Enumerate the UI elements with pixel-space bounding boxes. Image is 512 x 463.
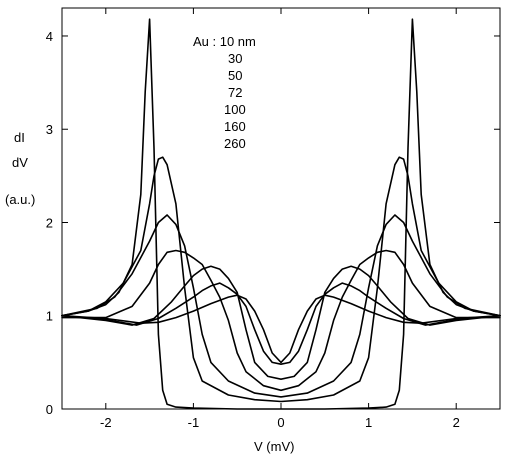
curve-series-6 (61, 282, 501, 365)
x-tick-label: 2 (453, 415, 460, 430)
curves (61, 18, 501, 410)
y-tick-label: 3 (46, 122, 53, 137)
curve-series-1 (61, 18, 501, 410)
x-axis-label: V (mV) (254, 439, 295, 454)
y-axis-label-line-1: dI (14, 130, 25, 145)
y-tick-label: 2 (46, 215, 53, 230)
y-tick-label: 0 (46, 402, 53, 417)
plot-frame (61, 7, 501, 410)
x-tick-label: 1 (365, 415, 372, 430)
y-axis-label-line-2: dV (12, 155, 28, 170)
legend-entry: 260 (224, 136, 246, 151)
x-tick-label: -1 (188, 415, 200, 430)
curve-series-5 (61, 265, 501, 380)
legend-entry: 160 (224, 119, 246, 134)
curve-series-4 (61, 249, 501, 392)
y-tick-label: 4 (46, 29, 53, 44)
curve-series-2 (61, 156, 501, 403)
legend-entry: 50 (228, 68, 243, 83)
x-tick-label: -2 (100, 415, 112, 430)
y-axis-label-line-3: (a.u.) (5, 192, 36, 207)
legend-title: Au : 10 nm (193, 34, 256, 49)
curve-series-7 (61, 294, 501, 364)
curve-series-3 (61, 214, 501, 398)
axis-ticks: -2 -1 0 1 2 0 1 2 3 4 (46, 8, 500, 430)
x-tick-label: 0 (277, 415, 284, 430)
legend-entry: 72 (228, 85, 243, 100)
legend-entry: 100 (224, 102, 246, 117)
y-tick-label: 1 (46, 309, 53, 324)
legend-entry: 30 (228, 51, 243, 66)
